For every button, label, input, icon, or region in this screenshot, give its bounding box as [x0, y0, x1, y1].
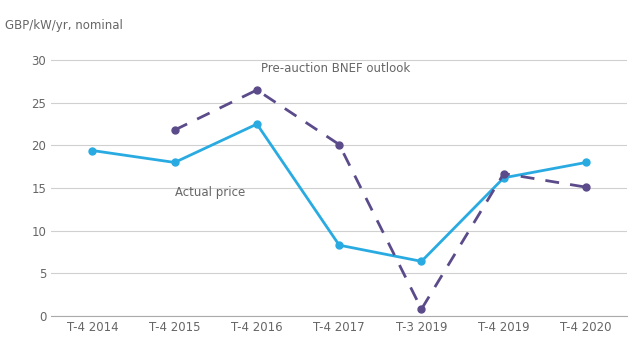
Text: Pre-auction BNEF outlook: Pre-auction BNEF outlook — [261, 62, 410, 75]
Text: GBP/kW/yr, nominal: GBP/kW/yr, nominal — [5, 19, 123, 32]
Text: Actual price: Actual price — [175, 186, 245, 199]
